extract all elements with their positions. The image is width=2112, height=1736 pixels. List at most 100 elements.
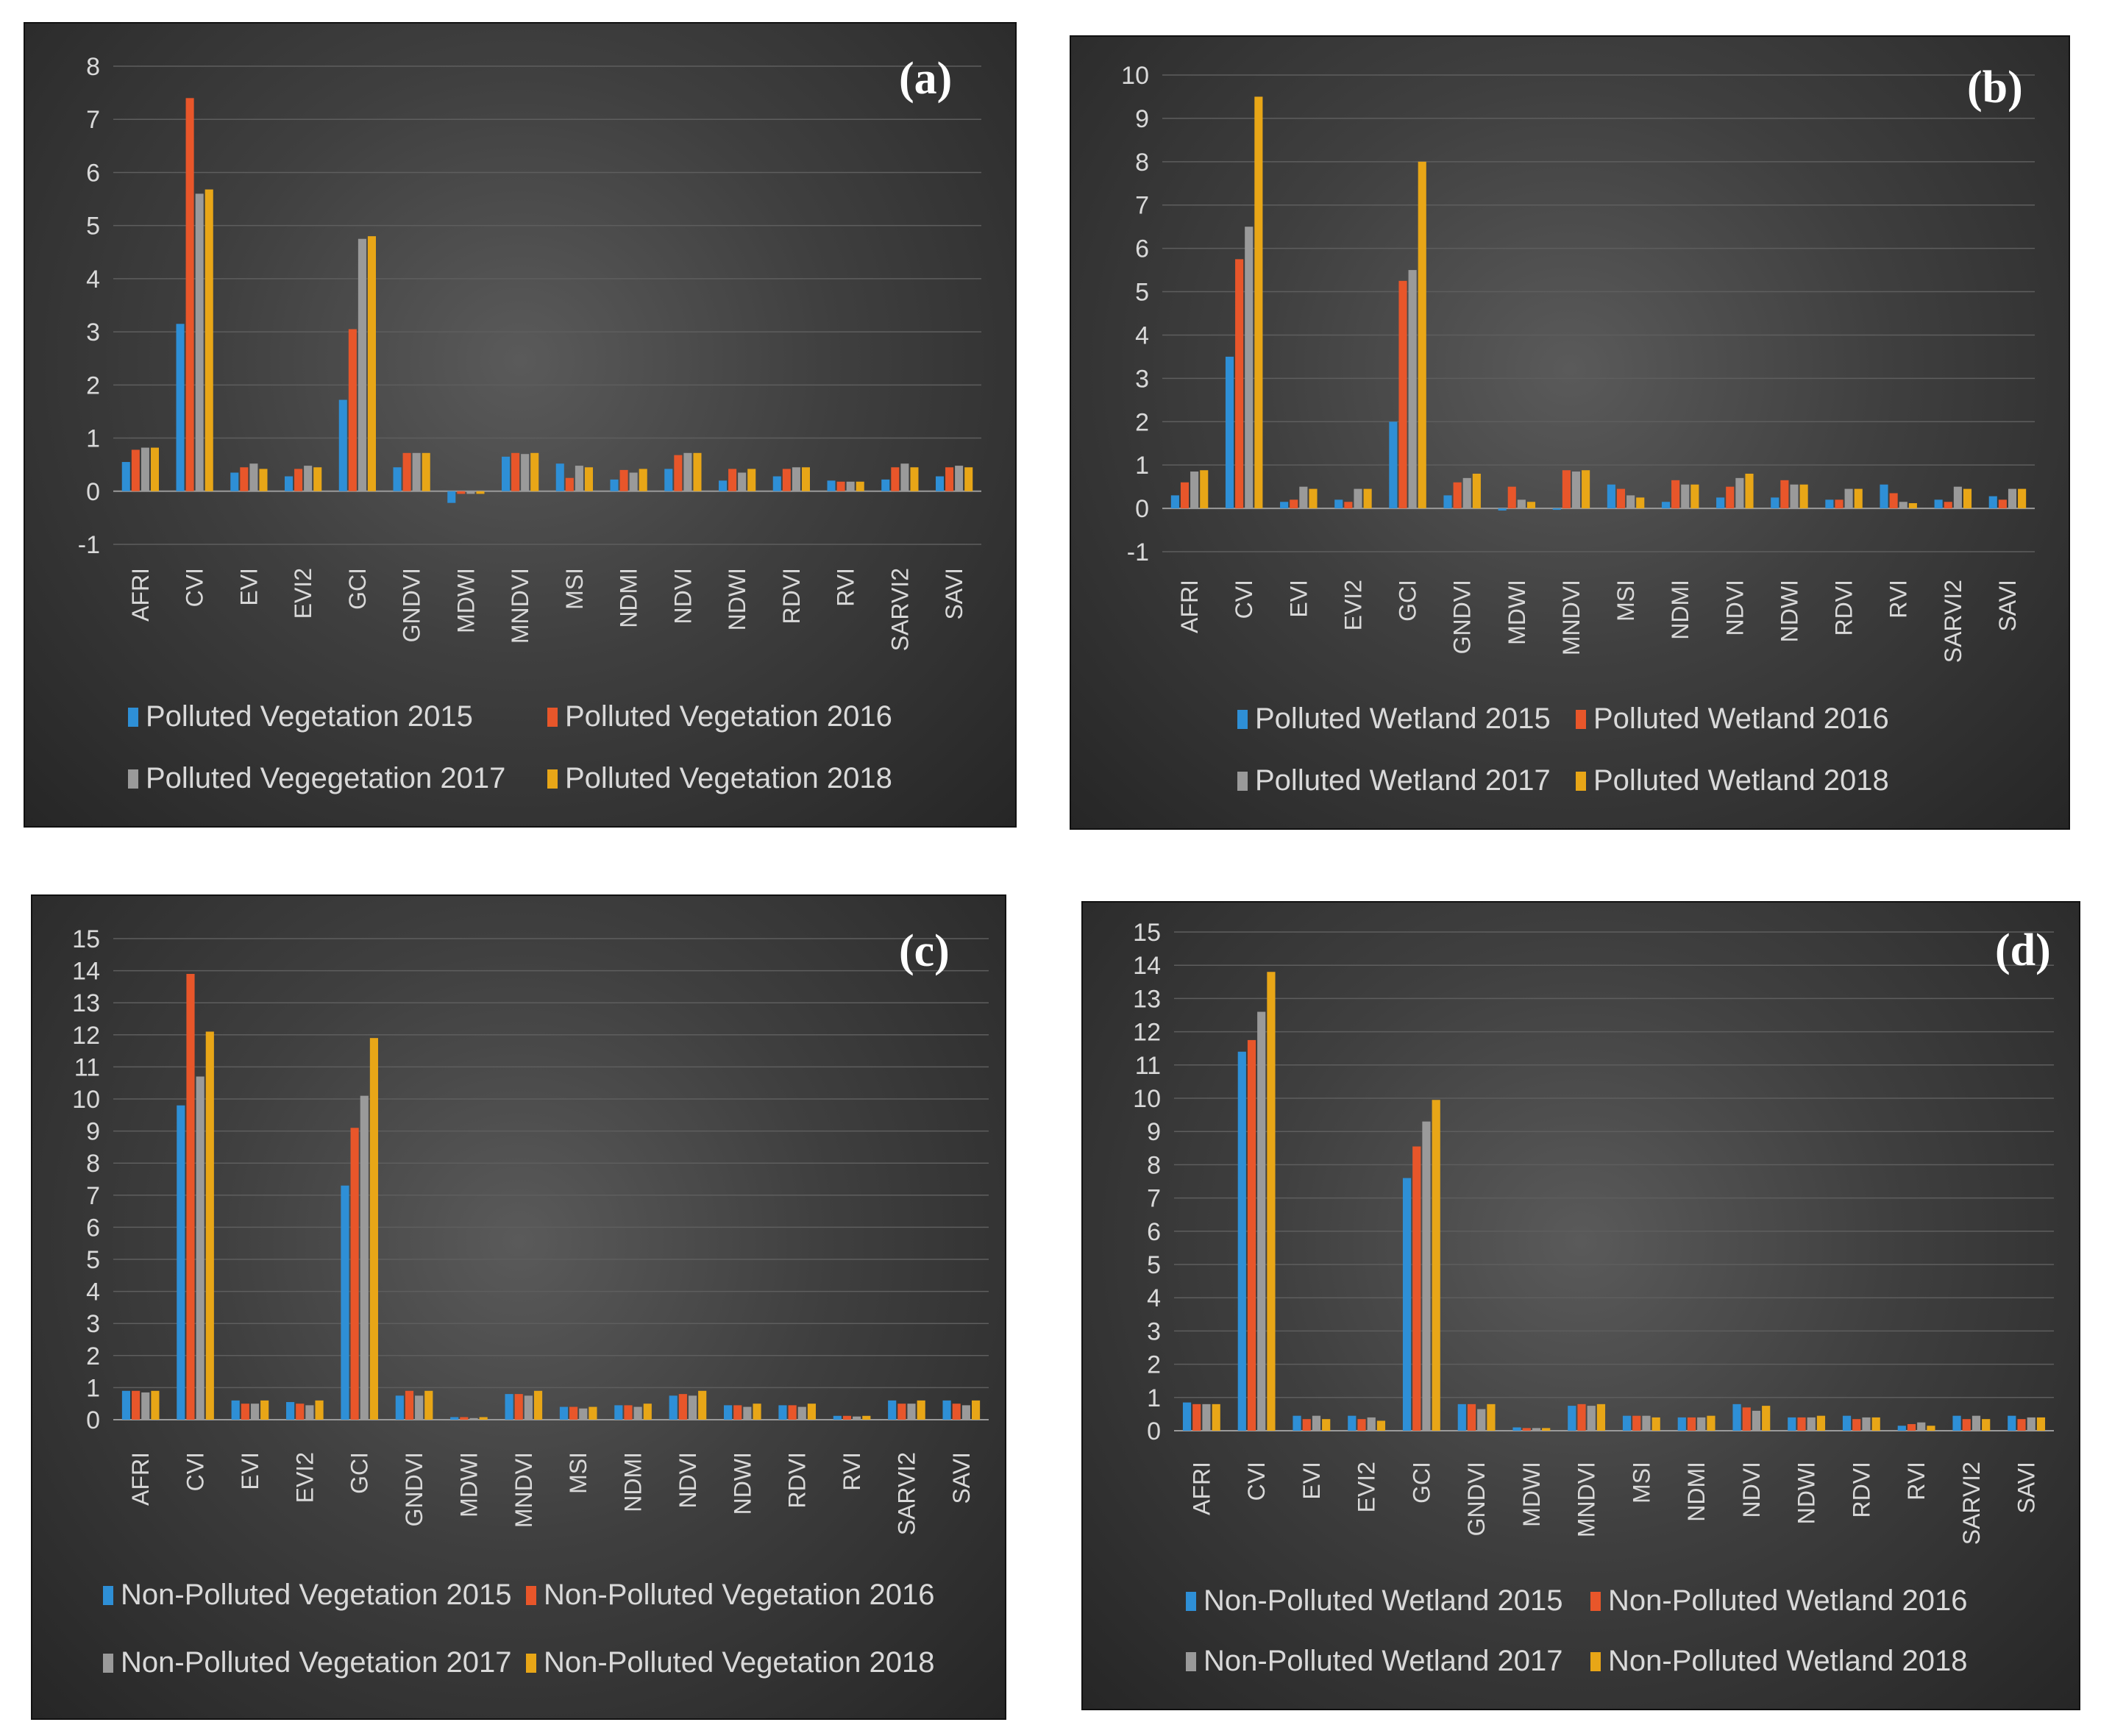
bar-rdvi-2015 — [778, 1405, 787, 1420]
bar-gndvi-2015 — [393, 467, 402, 491]
y-tick-label: 1 — [86, 425, 100, 453]
bar-mdwi-2017 — [466, 491, 475, 494]
chart-panel-a: 8 7 6 5 4 3 2 1 0 -1 AFRI CVI EVI EVI2 GCI GNDVI MDWI MND… — [24, 22, 1017, 828]
bar-cvi-2016 — [185, 98, 194, 491]
bar-afri-2018 — [150, 447, 159, 491]
bar-ndmi-2015 — [614, 1405, 623, 1420]
legend-item-2015: Polluted Vegetation 2015 — [128, 700, 473, 733]
bar-evi-2018 — [1322, 1419, 1331, 1431]
bar-gci-2016 — [1398, 280, 1407, 509]
y-tick-label: 14 — [72, 958, 100, 986]
legend-item-2017: Non-Polluted Vegetation 2017 — [103, 1646, 512, 1679]
x-tick-label: MDWI — [1504, 580, 1530, 645]
bar-gci-2018 — [367, 236, 376, 491]
bar-mndvi-2018 — [1582, 470, 1590, 509]
bar-sarvi2-2015 — [881, 479, 890, 491]
bar-afri-2016 — [131, 449, 140, 491]
bar-rvi-2015 — [833, 1415, 842, 1420]
bar-evi2-2017 — [304, 466, 313, 491]
bar-mndvi-2017 — [1571, 472, 1581, 509]
bar-rdvi-2017 — [792, 467, 800, 491]
bar-savi-2017 — [961, 1405, 970, 1420]
bar-evi-2017 — [1299, 486, 1308, 509]
x-tick-label: NDWI — [1793, 1462, 1820, 1524]
x-tick-label: RVI — [833, 568, 859, 607]
bar-gci-2018 — [1432, 1100, 1440, 1431]
x-tick-label: SARVI2 — [893, 1452, 920, 1535]
bar-ndwi-2016 — [733, 1405, 742, 1420]
bar-savi-2015 — [942, 1400, 951, 1420]
x-tick-label: NDMI — [1683, 1462, 1710, 1522]
bar-ndvi-2016 — [678, 1394, 687, 1420]
x-tick-label: AFRI — [127, 1452, 154, 1506]
legend-label: Polluted Vegetation 2015 — [146, 700, 473, 733]
bar-gndvi-2017 — [1477, 1409, 1486, 1431]
x-tick-label: EVI2 — [290, 568, 316, 619]
bar-gndvi-2016 — [1467, 1404, 1476, 1431]
bar-afri-2017 — [141, 447, 149, 491]
bar-cvi-2015 — [1225, 356, 1234, 509]
x-tick-label: RDVI — [784, 1452, 811, 1508]
x-tick-label: SAVI — [948, 1452, 975, 1504]
legend-label: Polluted Vegetation 2016 — [565, 700, 892, 733]
bar-sarvi2-2016 — [891, 467, 900, 491]
bar-gci-2016 — [348, 329, 357, 491]
bar-ndwi-2017 — [738, 472, 747, 491]
bar-cvi-2018 — [205, 1031, 214, 1420]
bar-ndvi-2017 — [683, 452, 692, 491]
bar-mndvi-2016 — [1577, 1404, 1586, 1431]
bar-mndvi-2016 — [1562, 470, 1571, 509]
bar-cvi-2018 — [1267, 972, 1276, 1431]
legend-swatch — [526, 1653, 536, 1673]
bar-msi-2017 — [1642, 1415, 1651, 1431]
legend-item-2017: Polluted Wetland 2017 — [1237, 764, 1551, 797]
x-tick-label: MSI — [1628, 1462, 1654, 1504]
bar-ndvi-2016 — [1726, 486, 1735, 509]
y-tick-label: 8 — [1147, 1151, 1161, 1179]
bar-afri-2016 — [1192, 1404, 1201, 1431]
bar-afri-2015 — [1182, 1402, 1192, 1431]
legend-label: Polluted Vegegetation 2017 — [146, 762, 506, 794]
bar-msi-2016 — [1616, 488, 1626, 509]
bar-mdwi-2017 — [469, 1417, 478, 1420]
bar-evi2-2015 — [1334, 499, 1343, 509]
x-tick-label: GNDVI — [399, 568, 425, 642]
legend-swatch — [1186, 1591, 1196, 1611]
bar-sarvi2-2018 — [1963, 488, 1972, 509]
bar-mdwi-2016 — [460, 1417, 469, 1420]
bar-evi2-2015 — [1348, 1415, 1357, 1431]
bar-ndwi-2016 — [1780, 480, 1789, 509]
x-tick-label: MNDVI — [1558, 580, 1585, 655]
bar-msi-2016 — [565, 477, 574, 491]
bar-mndvi-2017 — [524, 1395, 533, 1420]
bar-sarvi2-2017 — [1953, 486, 1962, 509]
bar-rvi-2015 — [1880, 484, 1888, 509]
x-tick-label: MDWI — [452, 568, 479, 633]
x-tick-label: MSI — [1613, 580, 1639, 622]
bar-evi-2016 — [1290, 499, 1298, 509]
y-tick-label: 1 — [86, 1374, 100, 1402]
bar-evi-2017 — [1312, 1415, 1321, 1431]
x-tick-label: NDMI — [1667, 580, 1693, 640]
bar-evi2-2018 — [313, 467, 322, 491]
bar-rvi-2018 — [1908, 503, 1917, 509]
x-tick-label: MSI — [561, 568, 588, 610]
y-tick-label: 3 — [1147, 1317, 1161, 1345]
bar-ndmi-2016 — [619, 469, 628, 491]
bar-savi-2018 — [971, 1400, 981, 1420]
bar-rdvi-2018 — [1854, 488, 1863, 509]
x-tick-label: GCI — [344, 568, 371, 610]
bar-rdvi-2018 — [1871, 1417, 1880, 1431]
bar-afri-2016 — [132, 1390, 141, 1420]
bar-ndvi-2018 — [1762, 1406, 1771, 1431]
bar-cvi-2016 — [1247, 1039, 1256, 1431]
legend-label: Non-Polluted Vegetation 2015 — [121, 1579, 512, 1611]
bar-savi-2016 — [2017, 1419, 2026, 1431]
bar-evi2-2018 — [1376, 1420, 1386, 1431]
bar-savi-2016 — [945, 467, 954, 491]
legend-label: Non-Polluted Wetland 2018 — [1608, 1645, 1968, 1677]
bar-mdwi-2017 — [1532, 1428, 1541, 1431]
bar-savi-2015 — [936, 476, 945, 491]
x-tick-label: CVI — [182, 1452, 209, 1491]
bar-sarvi2-2015 — [1952, 1415, 1961, 1431]
